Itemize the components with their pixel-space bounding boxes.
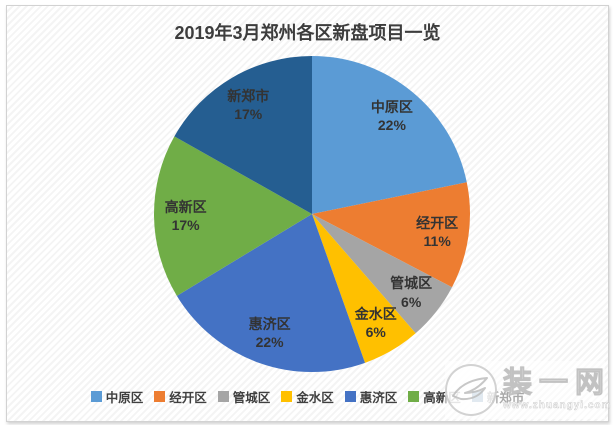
legend-item: 管城区 xyxy=(217,387,271,406)
pie-slice-4 xyxy=(312,214,416,363)
slice-label: 经开区 11% xyxy=(416,213,458,249)
slice-label-percent: 6% xyxy=(365,324,386,341)
chart-frame: 2019年3月郑州各区新盘项目一览 中原区 22% 经开区 11% 管城区 6% 金水区 6%… xyxy=(6,5,611,422)
slice-label-percent: 6% xyxy=(401,293,422,310)
legend-item: 中原区 xyxy=(90,387,144,406)
slice-label-percent: 22% xyxy=(255,334,284,351)
legend-swatch-icon xyxy=(90,390,102,402)
slice-label-percent: 22% xyxy=(377,117,406,134)
pie-slice-5 xyxy=(176,214,366,372)
slice-label-name: 惠济区 xyxy=(248,315,291,332)
slice-label-percent: 11% xyxy=(423,232,451,249)
legend-label: 金水区 xyxy=(296,390,334,405)
slice-label-name: 新郑市 xyxy=(227,87,270,104)
pie-svg xyxy=(154,56,470,372)
slice-label: 中原区 22% xyxy=(371,98,413,134)
slice-label-name: 中原区 xyxy=(370,98,413,115)
watermark: 装一网 www.zhuangyi.com xyxy=(445,361,611,419)
legend-swatch-icon xyxy=(344,390,356,402)
legend-label: 惠济区 xyxy=(359,390,398,405)
pie-slice-7 xyxy=(174,56,312,214)
legend-swatch-icon xyxy=(217,390,229,402)
slice-label-name: 管城区 xyxy=(390,275,433,292)
pie-slice-1 xyxy=(312,56,467,214)
legend-label: 经开区 xyxy=(169,390,207,405)
slice-label: 惠济区 22% xyxy=(249,315,291,351)
slice-label-percent: 17% xyxy=(171,216,200,233)
watermark-logo-icon xyxy=(445,364,497,416)
pie-slice-6 xyxy=(154,136,312,296)
slice-label-name: 高新区 xyxy=(164,198,207,215)
chart-title: 2019年3月郑州各区新盘项目一览 xyxy=(174,23,441,43)
slice-label-name: 金水区 xyxy=(354,305,397,322)
legend-label: 管城区 xyxy=(232,390,271,405)
legend-item: 金水区 xyxy=(281,387,334,406)
legend-swatch-icon xyxy=(281,390,293,402)
slice-label: 金水区 6% xyxy=(355,305,397,341)
pie-slice-3 xyxy=(312,214,452,334)
legend-swatch-icon xyxy=(154,390,166,402)
slice-label: 高新区 17% xyxy=(165,198,207,234)
slice-label-name: 经开区 xyxy=(416,214,459,231)
slice-label: 新郑市 17% xyxy=(227,87,269,123)
watermark-brand: 装一网 xyxy=(502,367,612,399)
legend-label: 中原区 xyxy=(105,390,144,405)
pie-chart: 中原区 22% 经开区 11% 管城区 6% 金水区 6% 惠济区 22% 高新区 17% 新郑市 17% xyxy=(152,54,472,374)
slice-label: 管城区 6% xyxy=(390,274,432,310)
watermark-url: www.zhuangyi.com xyxy=(503,400,612,412)
legend-swatch-icon xyxy=(408,390,420,402)
legend-item: 惠济区 xyxy=(344,387,398,406)
pie-slice-2 xyxy=(312,182,470,288)
legend-item: 经开区 xyxy=(154,387,207,406)
slice-label-percent: 17% xyxy=(234,105,263,122)
